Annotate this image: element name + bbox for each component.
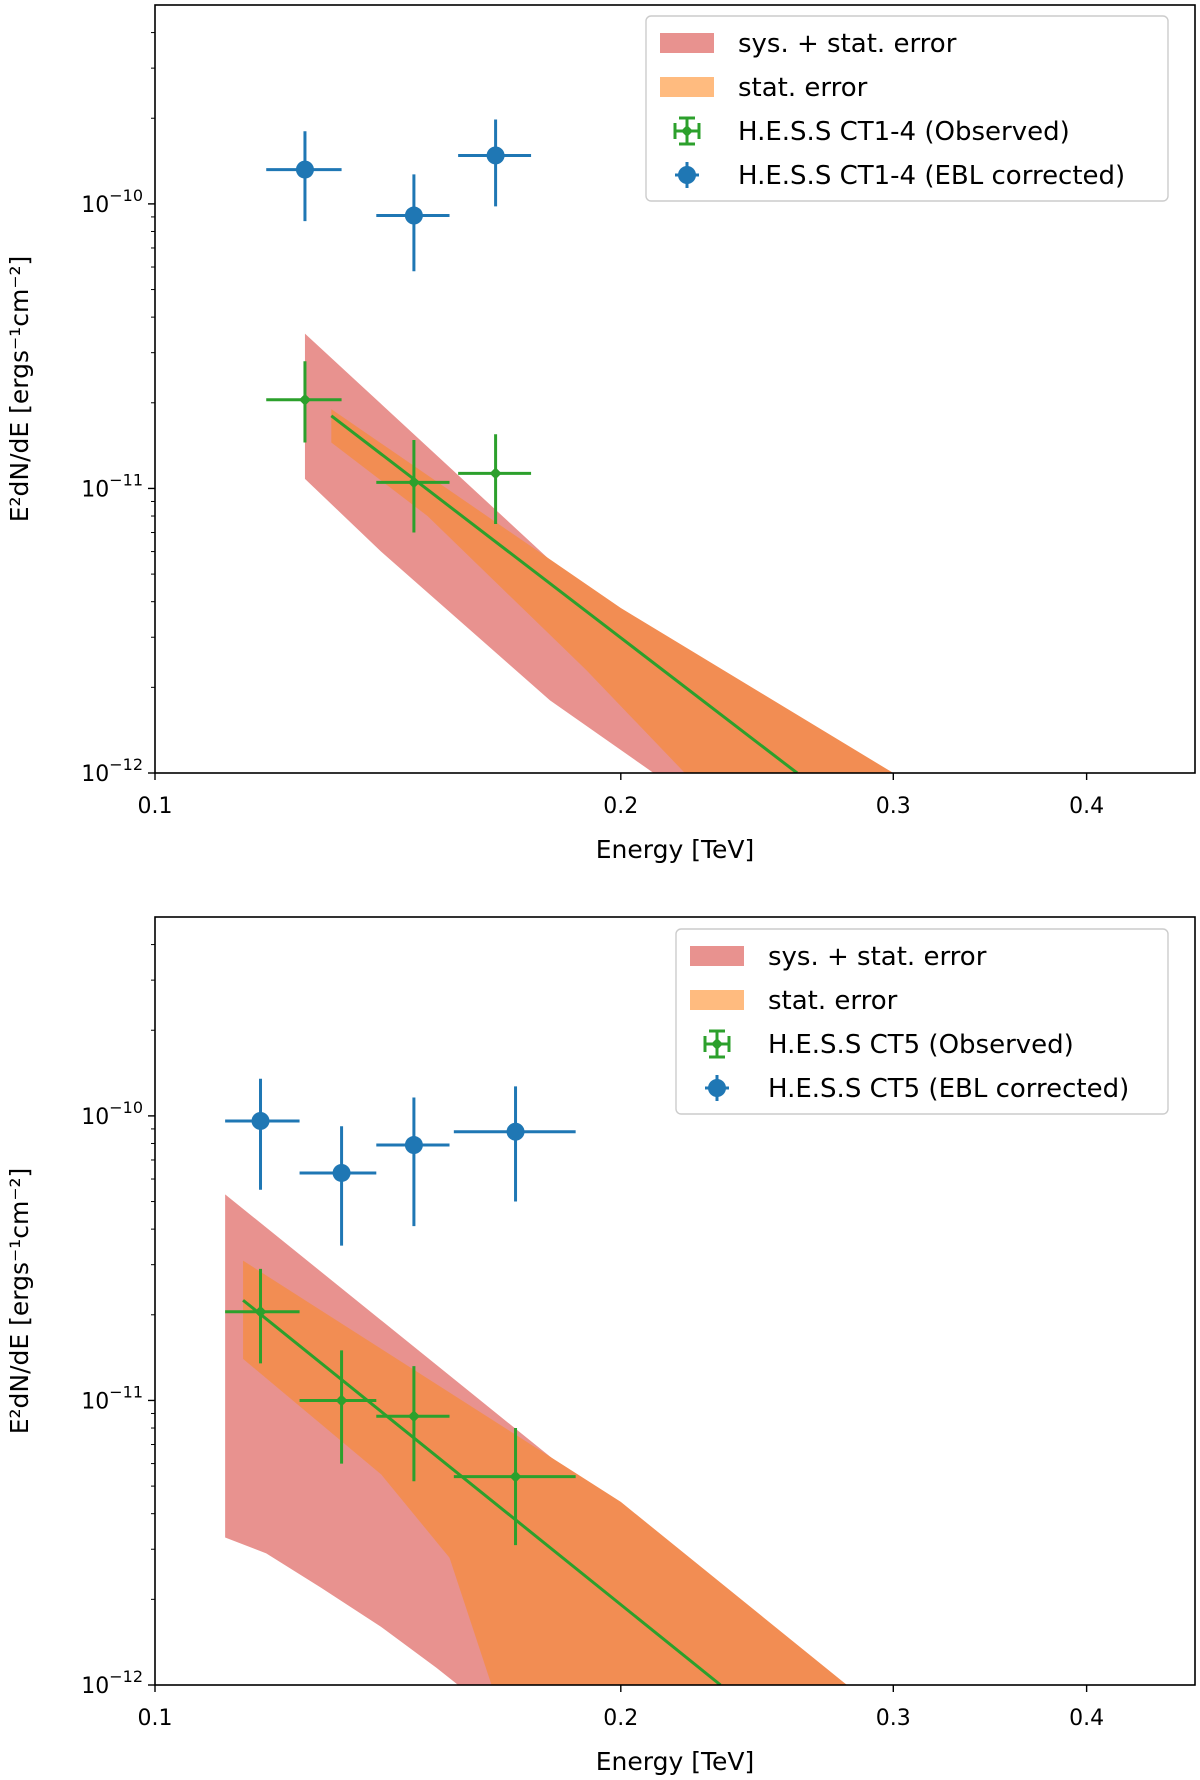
axes-frame	[154, 4, 1196, 774]
ebl-corrected-point-2	[376, 174, 450, 272]
legend-label: H.E.S.S CT5 (EBL corrected)	[768, 1074, 1129, 1104]
legend-entry-2: stat. error	[660, 73, 868, 103]
fit-line	[330, 414, 799, 773]
legend-entry-3: H.E.S.S CT1-4 (Observed)	[673, 116, 1070, 147]
observed-point-4	[453, 1428, 576, 1546]
chart-panel-1: 0.1 0.2 0.3 0.4 10−12 10−11 10−10 Energy [TeV] E…	[5, 4, 1196, 864]
sys-stat-error-band	[225, 1194, 847, 1685]
observed-marker	[489, 467, 502, 480]
legend-entry-4: H.E.S.S CT5 (EBL corrected)	[705, 1074, 1129, 1104]
ebl-corrected-point-1	[225, 1078, 300, 1190]
legend-swatch	[690, 946, 744, 966]
observed-marker	[407, 1410, 420, 1423]
legend: sys. + stat. error stat. error H.E.S.S CT5…	[675, 928, 1169, 1115]
y-axis-label: E²dN/dE [ergs⁻¹cm⁻²]	[5, 256, 34, 523]
chart-panel-2: 0.1 0.2 0.3 0.4 10−12 10−11 10−10 Energy [TeV] E…	[5, 916, 1196, 1776]
legend-entry-1: sys. + stat. error	[690, 942, 987, 972]
legend-frame	[645, 15, 1169, 202]
ebl-corrected-marker	[251, 1111, 270, 1130]
observed-marker	[298, 393, 311, 406]
x-tick-label: 0.1	[138, 1706, 173, 1731]
legend-entry-1: sys. + stat. error	[660, 29, 957, 59]
legend-swatch	[690, 990, 744, 1010]
legend-entry-4: H.E.S.S CT1-4 (EBL corrected)	[675, 161, 1125, 191]
y-axis-label: E²dN/dE [ergs⁻¹cm⁻²]	[5, 1168, 34, 1435]
observed-marker	[335, 1394, 348, 1407]
legend-label: sys. + stat. error	[738, 29, 957, 59]
legend-marker	[681, 125, 693, 137]
observed-point-1	[266, 361, 342, 443]
x-axis-label: Energy [TeV]	[596, 1747, 754, 1776]
y-tick-label: 10−11	[81, 470, 143, 502]
observed-point-2	[299, 1350, 377, 1464]
fit-line	[242, 1299, 722, 1685]
x-tick-label: 0.1	[138, 794, 173, 819]
legend-marker	[711, 1038, 723, 1050]
observed-marker	[407, 476, 420, 489]
ebl-corrected-marker	[332, 1163, 351, 1182]
legend: sys. + stat. error stat. error H.E.S.S CT1…	[645, 15, 1169, 202]
y-tick-label: 10−12	[81, 1667, 143, 1699]
legend-frame	[675, 928, 1169, 1115]
ebl-corrected-point-1	[266, 131, 342, 222]
ebl-corrected-point-3	[376, 1097, 450, 1227]
sys-stat-error-band	[304, 333, 894, 773]
x-tick-label: 0.3	[876, 1706, 911, 1731]
x-tick-label: 0.4	[1069, 1706, 1104, 1731]
ebl-corrected-marker	[486, 146, 505, 165]
x-tick-label: 0.3	[876, 794, 911, 819]
stat-error-band	[243, 1260, 847, 1685]
observed-point-2	[376, 439, 450, 533]
x-tick-label: 0.4	[1069, 794, 1104, 819]
legend-label: H.E.S.S CT1-4 (EBL corrected)	[738, 161, 1125, 191]
observed-point-3	[458, 434, 532, 524]
legend-entry-2: stat. error	[690, 986, 898, 1016]
legend-label: H.E.S.S CT5 (Observed)	[768, 1030, 1074, 1060]
x-axis-label: Energy [TeV]	[596, 835, 754, 864]
ebl-corrected-point-2	[299, 1126, 377, 1246]
legend-label: H.E.S.S CT1-4 (Observed)	[738, 117, 1070, 147]
legend-swatch	[660, 33, 714, 53]
y-tick-label: 10−12	[81, 755, 143, 787]
legend-marker	[678, 166, 696, 184]
legend-label: stat. error	[738, 73, 868, 103]
x-tick-label: 0.2	[603, 794, 638, 819]
legend-marker	[708, 1079, 726, 1097]
x-tick-label: 0.2	[603, 1706, 638, 1731]
y-tick-label: 10−10	[81, 186, 143, 218]
observed-marker	[254, 1305, 267, 1318]
observed-point-3	[376, 1366, 450, 1482]
ebl-corrected-point-4	[453, 1086, 576, 1202]
legend-entry-3: H.E.S.S CT5 (Observed)	[703, 1029, 1074, 1060]
ebl-corrected-point-3	[458, 119, 532, 207]
ebl-corrected-marker	[404, 1136, 423, 1155]
ebl-corrected-marker	[295, 160, 314, 179]
plot-area	[225, 1078, 847, 1685]
legend-label: stat. error	[768, 986, 898, 1016]
observed-point-1	[225, 1268, 300, 1364]
axes-frame	[154, 916, 1196, 1686]
plot-area	[266, 119, 894, 773]
y-tick-label: 10−11	[81, 1382, 143, 1414]
ebl-corrected-marker	[404, 206, 423, 225]
legend-swatch	[660, 77, 714, 97]
observed-marker	[509, 1470, 522, 1483]
y-tick-label: 10−10	[81, 1098, 143, 1130]
legend-label: sys. + stat. error	[768, 942, 987, 972]
ebl-corrected-marker	[506, 1122, 525, 1141]
